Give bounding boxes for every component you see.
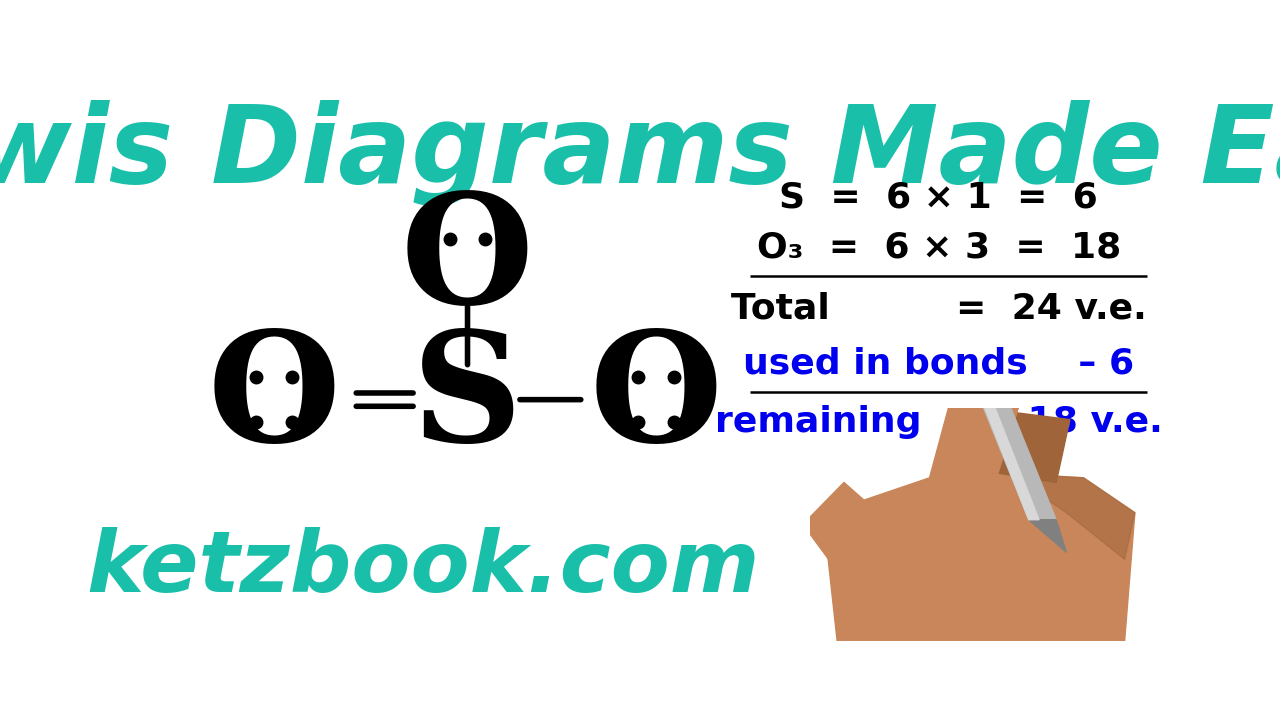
Text: ketzbook.com: ketzbook.com: [86, 527, 759, 611]
Text: remaining   =   18 v.e.: remaining = 18 v.e.: [714, 405, 1162, 438]
Text: S: S: [412, 325, 522, 474]
Text: O: O: [207, 325, 340, 474]
Text: Lewis Diagrams Made Easy: Lewis Diagrams Made Easy: [0, 100, 1280, 206]
Text: Total          =  24 v.e.: Total = 24 v.e.: [731, 291, 1147, 325]
Text: S  =  6 × 1  =  6: S = 6 × 1 = 6: [780, 180, 1098, 215]
Text: O: O: [590, 325, 722, 474]
Text: used in bonds    – 6: used in bonds – 6: [744, 346, 1134, 381]
Text: O₃  =  6 × 3  =  18: O₃ = 6 × 3 = 18: [756, 230, 1121, 264]
Text: O: O: [401, 186, 534, 336]
